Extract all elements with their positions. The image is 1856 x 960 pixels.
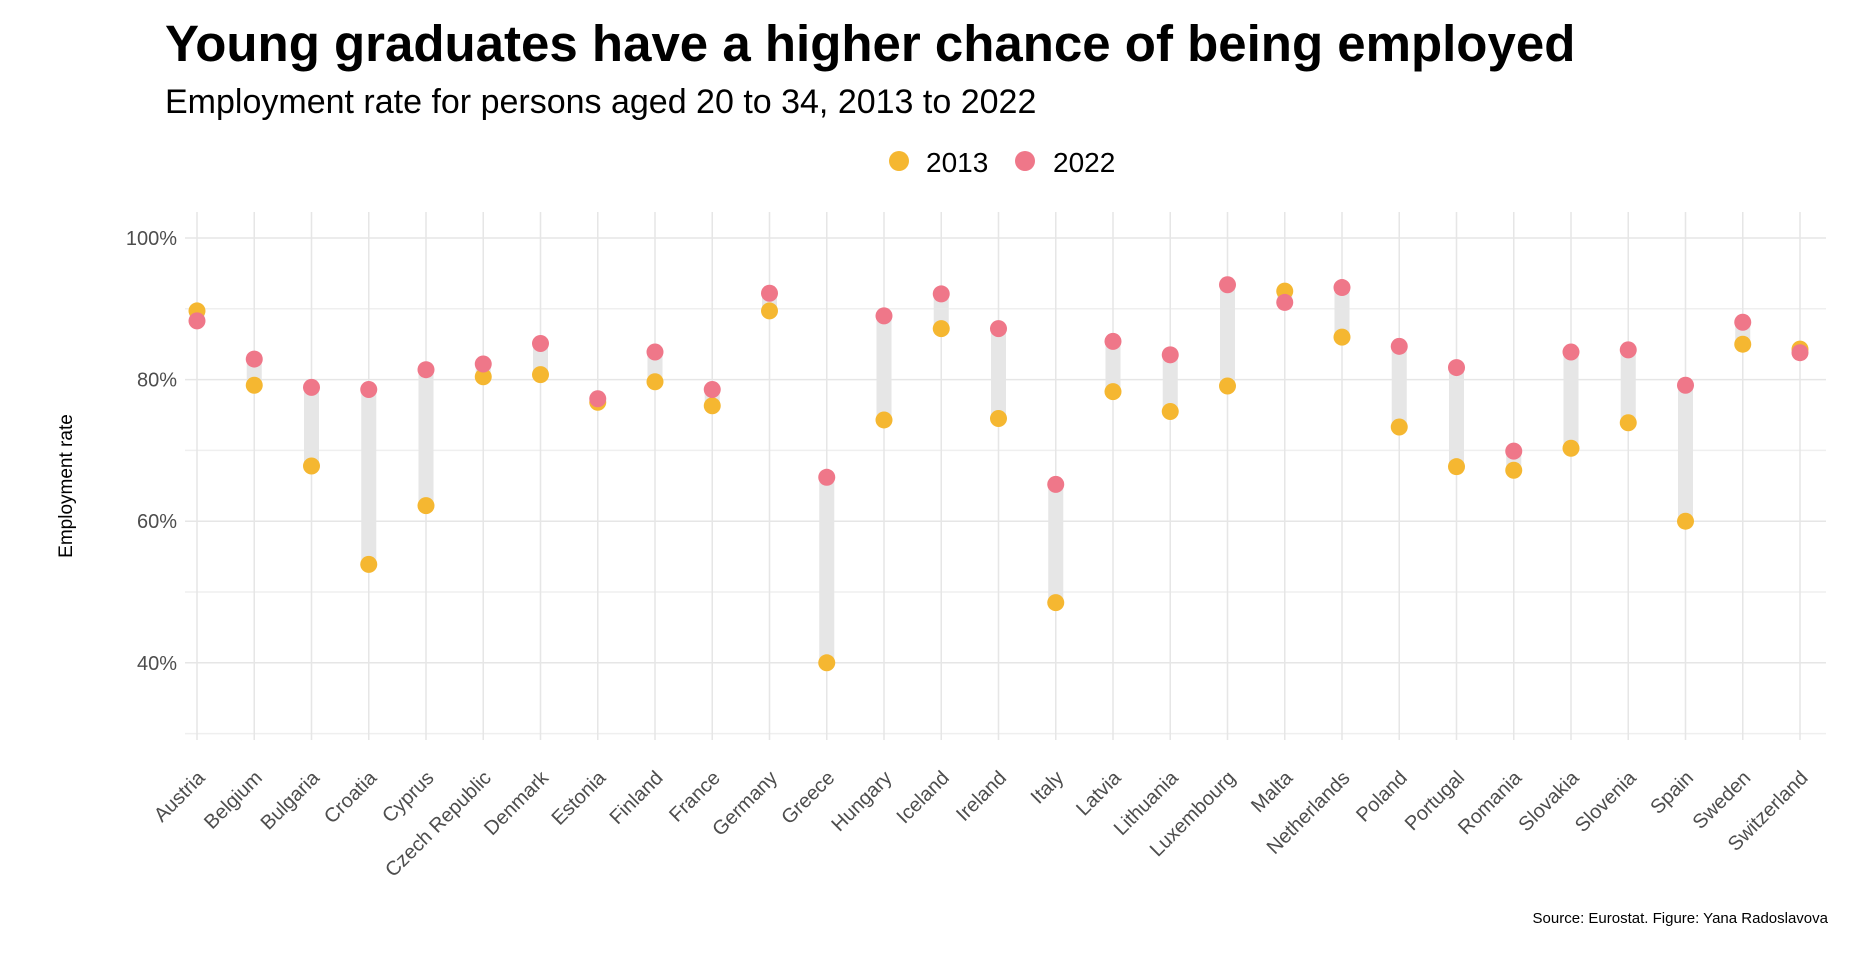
point-2013 <box>1390 418 1408 436</box>
chart-subtitle: Employment rate for persons aged 20 to 3… <box>165 83 1036 121</box>
point-2022 <box>761 284 778 302</box>
point-2022 <box>360 381 378 399</box>
legend-swatch-2022 <box>1015 151 1035 171</box>
point-2022 <box>1219 276 1236 294</box>
point-2022 <box>1276 293 1294 311</box>
point-2013 <box>303 457 320 475</box>
legend-label-2022: 2022 <box>1053 147 1115 178</box>
point-2022 <box>532 334 549 352</box>
point-2013 <box>761 302 778 320</box>
x-tick-label: Spain <box>1646 767 1698 819</box>
point-2013 <box>1047 594 1065 612</box>
point-2022 <box>703 381 721 399</box>
x-tick-label: Czech Republic <box>381 767 496 882</box>
point-2013 <box>1161 402 1179 420</box>
source-caption: Source: Eurostat. Figure: Yana Radoslavo… <box>1533 910 1829 927</box>
x-tick-label: Bulgaria <box>257 766 325 834</box>
point-2022 <box>474 355 492 373</box>
point-2022 <box>990 320 1007 338</box>
point-2022 <box>417 361 435 379</box>
point-2022 <box>1104 332 1122 350</box>
point-2013 <box>990 410 1007 428</box>
point-2022 <box>1390 337 1408 355</box>
x-axis-ticks: AustriaBelgiumBulgariaCroatiaCyprusCzech… <box>150 766 1813 881</box>
point-2022 <box>1562 343 1580 361</box>
x-tick-label: Estonia <box>548 766 611 829</box>
point-2013 <box>532 366 549 384</box>
y-tick-label: 60% <box>137 511 177 533</box>
legend-swatch-2013 <box>889 151 909 171</box>
x-tick-label: Iceland <box>893 767 954 828</box>
point-2022 <box>1505 442 1523 460</box>
y-tick-label: 40% <box>137 653 177 675</box>
point-2013 <box>818 654 836 672</box>
point-2022 <box>303 378 320 396</box>
point-2022 <box>245 350 263 368</box>
y-axis-ticks: 40% 60% 80% 100% <box>126 228 177 675</box>
x-tick-label: Ireland <box>952 767 1011 826</box>
x-tick-label: Malta <box>1247 766 1298 817</box>
point-2013 <box>1104 383 1122 401</box>
point-2022 <box>646 343 664 361</box>
point-2022 <box>1448 359 1465 377</box>
point-2013 <box>1219 377 1236 395</box>
x-tick-label: Romania <box>1454 766 1527 839</box>
y-tick-label: 100% <box>126 228 177 250</box>
y-axis-label: Employment rate <box>56 414 77 558</box>
data-points <box>188 276 1809 672</box>
x-tick-label: Hungary <box>828 767 897 836</box>
point-2013 <box>1734 335 1752 353</box>
point-2022 <box>188 312 206 330</box>
x-tick-label: Italy <box>1027 767 1068 808</box>
point-2022 <box>1734 313 1752 331</box>
point-2013 <box>1677 512 1694 530</box>
legend-label-2013: 2013 <box>926 147 988 178</box>
point-2013 <box>1562 439 1580 457</box>
x-tick-label: Finland <box>606 767 668 829</box>
x-tick-label: Belgium <box>200 767 267 834</box>
point-2022 <box>875 307 893 325</box>
point-2013 <box>875 411 893 429</box>
point-2022 <box>1047 475 1065 493</box>
point-2013 <box>1448 458 1465 476</box>
point-2022 <box>1677 376 1694 394</box>
point-2013 <box>703 397 721 415</box>
point-2013 <box>646 373 664 391</box>
point-2013 <box>1505 461 1523 479</box>
y-tick-label: 80% <box>137 370 177 392</box>
point-2022 <box>932 285 950 303</box>
point-2013 <box>1333 328 1351 346</box>
x-tick-label: Latvia <box>1072 766 1126 820</box>
point-2022 <box>1619 341 1637 359</box>
point-2013 <box>245 376 263 394</box>
point-2013 <box>474 368 492 386</box>
x-tick-label: Denmark <box>480 766 554 840</box>
point-2013 <box>360 555 378 573</box>
point-2022 <box>1791 344 1809 362</box>
point-2022 <box>589 390 607 408</box>
point-2013 <box>932 320 950 338</box>
x-tick-label: Slovenia <box>1571 766 1641 836</box>
x-tick-label: Slovakia <box>1515 766 1585 836</box>
legend: 2013 2022 <box>889 147 1115 178</box>
point-2013 <box>417 497 435 515</box>
point-2013 <box>1619 414 1637 432</box>
point-2022 <box>1161 346 1179 364</box>
x-tick-label: Croatia <box>320 766 382 828</box>
chart-title: Young graduates have a higher chance of … <box>165 15 1575 72</box>
point-2022 <box>818 468 836 486</box>
point-2022 <box>1333 279 1351 297</box>
